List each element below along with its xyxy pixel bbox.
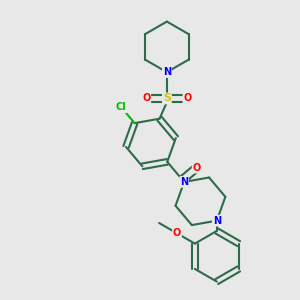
Text: N: N <box>213 216 221 226</box>
Text: Cl: Cl <box>116 102 127 112</box>
Text: N: N <box>163 67 171 77</box>
Text: N: N <box>180 177 188 187</box>
Text: O: O <box>173 228 181 238</box>
Text: S: S <box>163 93 171 103</box>
Text: O: O <box>183 93 192 103</box>
Text: O: O <box>142 93 150 103</box>
Text: O: O <box>193 163 201 173</box>
